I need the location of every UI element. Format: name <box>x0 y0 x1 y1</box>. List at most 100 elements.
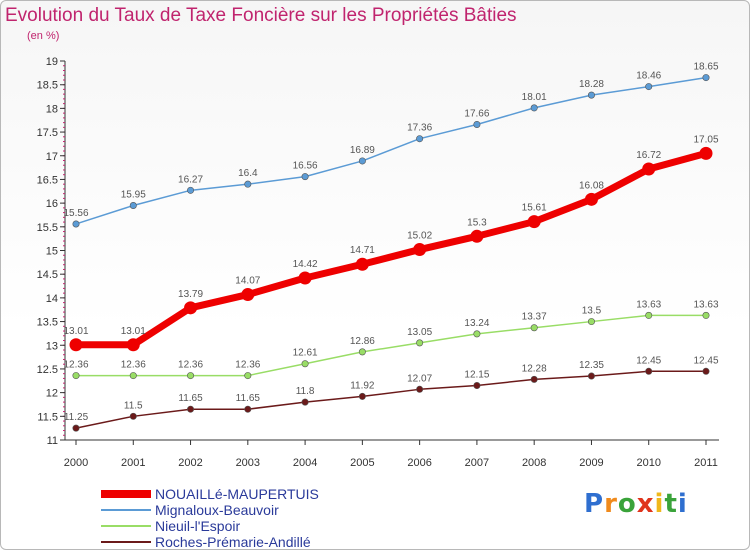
y-tick-label: 16 <box>46 198 58 210</box>
data-label: 12.61 <box>293 348 318 359</box>
x-tick-label: 2004 <box>293 457 317 469</box>
data-label: 12.35 <box>579 360 604 371</box>
data-label: 12.45 <box>636 355 661 366</box>
y-tick-label: 14.5 <box>37 269 58 281</box>
data-point <box>358 348 366 356</box>
data-point <box>244 180 252 188</box>
data-point <box>72 372 80 380</box>
data-point <box>358 392 366 400</box>
x-tick-label: 2010 <box>636 457 660 469</box>
series-layer <box>69 74 713 432</box>
logo-letter: t <box>664 489 678 519</box>
data-point <box>126 338 140 352</box>
data-point <box>129 412 137 420</box>
data-label: 12.36 <box>235 360 260 371</box>
data-point <box>473 120 481 128</box>
x-tick-label: 2005 <box>350 457 374 469</box>
data-label: 17.05 <box>693 134 718 145</box>
data-point <box>358 157 366 165</box>
x-tick-label: 2011 <box>694 457 718 469</box>
data-point <box>72 424 80 432</box>
data-point <box>645 311 653 319</box>
y-tick-label: 15 <box>46 246 58 258</box>
legend-label: Roches-Prémarie-Andillé <box>155 534 311 550</box>
data-label: 12.36 <box>121 360 146 371</box>
data-point <box>184 301 198 315</box>
legend-swatch <box>101 509 151 511</box>
data-label: 18.01 <box>522 92 547 103</box>
series-nouaill-maupertuis <box>69 146 713 352</box>
data-label: 18.65 <box>693 62 718 73</box>
series-line <box>75 370 707 429</box>
data-point <box>530 104 538 112</box>
data-point <box>416 135 424 143</box>
data-label: 16.08 <box>579 180 604 191</box>
y-tick-label: 11.5 <box>37 411 58 423</box>
data-label: 11.8 <box>296 386 315 397</box>
y-tick-label: 16.5 <box>37 174 58 186</box>
data-point <box>69 338 83 352</box>
data-point <box>473 382 481 390</box>
data-label: 16.4 <box>238 168 258 179</box>
data-label: 13.05 <box>407 327 432 338</box>
data-point <box>416 385 424 393</box>
x-tick-label: 2002 <box>178 457 202 469</box>
data-point <box>587 318 595 326</box>
legend-swatch <box>101 541 151 543</box>
y-tick-label: 13.5 <box>37 317 58 329</box>
data-point <box>187 186 195 194</box>
data-point <box>584 192 598 206</box>
x-tick-label: 2000 <box>64 457 88 469</box>
series-line <box>75 76 707 225</box>
data-label: 17.36 <box>407 123 432 134</box>
data-label: 18.28 <box>579 79 604 90</box>
data-labels-layer: 15.56 15.95 16.27 16.4 16.56 16.89 17.36 17.66 1… <box>63 62 718 424</box>
data-point <box>530 375 538 383</box>
data-label: 17.66 <box>464 108 489 119</box>
data-label: 11.5 <box>124 400 143 411</box>
data-label: 13.63 <box>693 299 718 310</box>
data-label: 11.25 <box>64 412 89 423</box>
data-label: 12.36 <box>178 360 203 371</box>
logo-letter: P <box>584 489 605 519</box>
data-label: 12.36 <box>63 360 88 371</box>
data-label: 13.37 <box>522 312 547 323</box>
data-point <box>244 405 252 413</box>
data-point <box>587 372 595 380</box>
data-label: 16.89 <box>350 145 375 156</box>
data-point <box>699 146 713 160</box>
data-label: 15.02 <box>407 231 432 242</box>
data-point <box>241 288 255 302</box>
axes: 11 11.5 12 12.5 13 13.5 14 14.5 15 15.5 16 16.5 17 17… <box>37 56 719 469</box>
data-point <box>244 372 252 380</box>
data-point <box>645 83 653 91</box>
series-nieuil-l-espoir <box>72 311 710 380</box>
x-tick-label: 2008 <box>522 457 546 469</box>
series-line <box>75 314 707 377</box>
data-label: 13.01 <box>121 326 146 337</box>
data-point <box>129 372 137 380</box>
data-point <box>187 372 195 380</box>
data-point <box>129 201 137 209</box>
data-label: 14.07 <box>235 276 260 287</box>
y-tick-label: 18.5 <box>37 80 58 92</box>
data-label: 15.3 <box>467 217 487 228</box>
data-point <box>72 220 80 228</box>
y-tick-label: 17.5 <box>37 127 58 139</box>
data-point <box>416 339 424 347</box>
legend-label: Mignaloux-Beauvoir <box>155 502 279 518</box>
data-label: 12.15 <box>464 370 489 381</box>
legend-swatch <box>101 525 151 527</box>
data-point <box>702 311 710 319</box>
series-line <box>72 149 710 349</box>
y-tick-label: 13 <box>46 340 58 352</box>
legend-label: NOUAILLé-MAUPERTUIS <box>155 486 319 502</box>
data-point <box>645 367 653 375</box>
x-tick-label: 2006 <box>407 457 431 469</box>
data-label: 12.86 <box>350 336 375 347</box>
x-tick-label: 2003 <box>236 457 260 469</box>
data-label: 13.24 <box>464 318 489 329</box>
data-label: 15.95 <box>121 189 146 200</box>
